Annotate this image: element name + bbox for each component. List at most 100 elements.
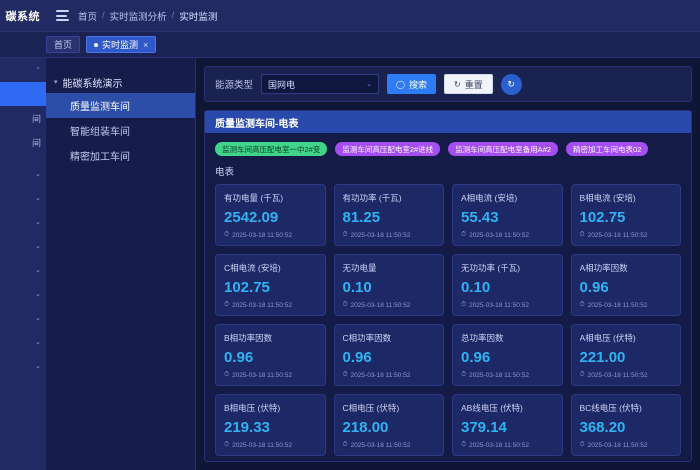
caret-down-icon: ▾ xyxy=(54,79,58,86)
metric-card[interactable]: A相电流 (安培) 55.43 ⏱ 2025-03-18 11:50:52 xyxy=(452,184,563,246)
metric-label: C相功率因数 xyxy=(342,333,392,343)
metric-time-text: 2025-03-18 11:50:52 xyxy=(350,231,411,239)
metric-card[interactable]: A相功率因数 0.96 ⏱ 2025-03-18 11:50:52 xyxy=(570,254,681,316)
device-chip-0[interactable]: 监测车间高压配电室一中2#变 xyxy=(215,142,328,156)
metric-card[interactable]: A相电压 (伏特) 221.00 ⏱ 2025-03-18 11:50:52 xyxy=(570,324,681,386)
workshop-tree-panel: ▾ 能碳系统演示 质量监测车间 智能组装车间 精密加工车间 xyxy=(46,58,196,470)
search-button-label: 搜索 xyxy=(408,79,427,90)
metric-timestamp: ⏱ 2025-03-18 11:50:52 xyxy=(580,441,673,449)
metric-card[interactable]: C相功率因数 0.96 ⏱ 2025-03-18 11:50:52 xyxy=(333,324,444,386)
metric-value: 0.10 xyxy=(342,279,372,296)
device-chip-1[interactable]: 监测车间高压配电室2#进线 xyxy=(335,142,441,156)
rail-item-2[interactable]: 间 xyxy=(0,106,46,130)
metric-card[interactable]: 无功电量 0.10 ⏱ 2025-03-18 11:50:52 xyxy=(333,254,444,316)
metric-time-text: 2025-03-18 11:50:52 xyxy=(469,231,529,239)
metric-card[interactable]: 有功功率 (千瓦) 81.25 ⏱ 2025-03-18 11:50:52 xyxy=(333,184,444,246)
chevron-down-icon: ⌄ xyxy=(35,267,41,274)
rail-item-12[interactable]: ⌄ xyxy=(0,354,46,378)
metric-card[interactable]: B相功率因数 0.96 ⏱ 2025-03-18 11:50:52 xyxy=(215,324,326,386)
tree-root-node[interactable]: ▾ 能碳系统演示 xyxy=(46,71,195,93)
app-brand: 碳系统 xyxy=(5,10,40,23)
energy-type-value: 国网电 xyxy=(268,79,296,90)
tab-close-icon[interactable]: × xyxy=(143,39,149,50)
hamburger-icon[interactable] xyxy=(56,10,69,21)
clock-icon: ⏱ xyxy=(461,231,467,238)
metric-label: A相电压 (伏特) xyxy=(579,333,636,343)
metric-card[interactable]: C相电压 (伏特) 218.00 ⏱ 2025-03-18 11:50:52 xyxy=(333,394,444,456)
rail-item-5[interactable]: ⌄ xyxy=(0,186,46,210)
tree-item-label: 智能组装车间 xyxy=(70,127,130,138)
rail-item-3[interactable]: 间 xyxy=(0,130,46,154)
chevron-down-icon: ⌄ xyxy=(35,339,41,346)
clock-icon: ⏱ xyxy=(224,301,230,308)
metric-time-text: 2025-03-18 11:50:52 xyxy=(587,231,648,239)
chevron-down-icon: ⌄ xyxy=(366,81,373,88)
rail-item-label: 间 xyxy=(31,113,41,124)
clock-icon: ⏱ xyxy=(461,301,467,308)
refresh-button[interactable]: ↻ xyxy=(500,73,522,95)
rail-item-6[interactable]: ⌄ xyxy=(0,210,46,234)
tree-item-label: 质量监测车间 xyxy=(70,102,130,113)
tab-active-dot-icon xyxy=(94,42,99,47)
tab-home[interactable]: 首页 xyxy=(46,36,81,53)
device-chip-2[interactable]: 监测车间高压配电室备用A#2 xyxy=(448,142,559,156)
breadcrumb: 首页 / 实时监测分析 / 实时监测 xyxy=(78,9,217,23)
metric-label: B相电压 (伏特) xyxy=(224,403,281,413)
metric-time-text: 2025-03-18 11:50:52 xyxy=(232,231,292,239)
metric-timestamp: ⏱ 2025-03-18 11:50:52 xyxy=(343,371,436,379)
metric-card[interactable]: B相电流 (安培) 102.75 ⏱ 2025-03-18 11:50:52 xyxy=(570,184,681,246)
metric-timestamp: ⏱ 2025-03-18 11:50:52 xyxy=(580,301,673,309)
metric-value: 102.75 xyxy=(224,279,270,296)
metric-card[interactable]: 无功功率 (千瓦) 0.10 ⏱ 2025-03-18 11:50:52 xyxy=(452,254,563,316)
metric-time-text: 2025-03-18 11:50:52 xyxy=(350,301,411,309)
reset-button[interactable]: ↻ 重置 xyxy=(443,74,493,94)
breadcrumb-item-analysis[interactable]: 实时监测分析 xyxy=(109,11,167,23)
metric-time-text: 2025-03-18 11:50:52 xyxy=(350,371,411,379)
clock-icon: ⏱ xyxy=(224,441,230,448)
rail-item-8[interactable]: ⌄ xyxy=(0,258,46,282)
energy-type-select[interactable]: 国网电 ⌄ xyxy=(261,74,380,94)
refresh-icon: ↻ xyxy=(507,78,515,89)
metric-time-text: 2025-03-18 11:50:52 xyxy=(232,441,292,449)
device-chip-3[interactable]: 精密加工车间电表02 xyxy=(566,142,649,156)
tree-item-precision-workshop[interactable]: 精密加工车间 xyxy=(46,143,195,168)
metric-card[interactable]: C相电流 (安培) 102.75 ⏱ 2025-03-18 11:50:52 xyxy=(215,254,326,316)
search-button[interactable]: ◯ 搜索 xyxy=(387,74,436,94)
breadcrumb-separator: / xyxy=(171,10,175,21)
metric-card[interactable]: BC线电压 (伏特) 368.20 ⏱ 2025-03-18 11:50:52 xyxy=(570,394,681,456)
rail-item-11[interactable]: ⌄ xyxy=(0,330,46,354)
clock-icon: ⏱ xyxy=(342,371,348,378)
metric-value: 0.96 xyxy=(224,349,254,366)
metric-timestamp: ⏱ 2025-03-18 11:50:52 xyxy=(224,231,317,239)
metric-label: C相电压 (伏特) xyxy=(342,403,400,413)
tab-realtime-monitor[interactable]: 实时监测 × xyxy=(86,36,157,53)
metric-card[interactable]: AB线电压 (伏特) 379.14 ⏱ 2025-03-18 11:50:52 xyxy=(452,394,563,456)
metric-value: 218.00 xyxy=(342,419,389,436)
metric-time-text: 2025-03-18 11:50:52 xyxy=(469,301,529,309)
metric-value: 379.14 xyxy=(461,419,507,436)
breadcrumb-item-home[interactable]: 首页 xyxy=(78,11,98,23)
metric-card[interactable]: 总功率因数 0.96 ⏱ 2025-03-18 11:50:52 xyxy=(452,324,563,386)
rail-item-0[interactable]: ⌃ xyxy=(0,58,46,82)
tree-item-quality-workshop[interactable]: 质量监测车间 xyxy=(46,93,195,118)
rail-item-9[interactable]: ⌄ xyxy=(0,282,46,306)
metric-time-text: 2025-03-18 11:50:52 xyxy=(587,371,648,379)
device-chip-label: 监测车间高压配电室2#进线 xyxy=(342,144,434,154)
rail-item-selected[interactable] xyxy=(0,82,46,106)
panel-header: 质量监测车间-电表 xyxy=(205,111,691,133)
chevron-down-icon: ⌄ xyxy=(35,291,41,298)
metric-card[interactable]: 有功电量 (千瓦) 2542.09 ⏱ 2025-03-18 11:50:52 xyxy=(215,184,326,246)
tab-bar: 首页 实时监测 × xyxy=(0,32,700,58)
rail-item-10[interactable]: ⌄ xyxy=(0,306,46,330)
rail-item-7[interactable]: ⌄ xyxy=(0,234,46,258)
app-header: 碳系统 首页 / 实时监测分析 / 实时监测 xyxy=(0,0,700,32)
rail-item-4[interactable]: ⌄ xyxy=(0,162,46,186)
metric-timestamp: ⏱ 2025-03-18 11:50:52 xyxy=(580,371,673,379)
tree-item-assembly-workshop[interactable]: 智能组装车间 xyxy=(46,118,195,143)
device-chip-list: 监测车间高压配电室一中2#变 监测车间高压配电室2#进线 监测车间高压配电室备用… xyxy=(205,133,691,162)
metric-card[interactable]: B相电压 (伏特) 219.33 ⏱ 2025-03-18 11:50:52 xyxy=(215,394,326,456)
metric-timestamp: ⏱ 2025-03-18 11:50:52 xyxy=(343,301,436,309)
metric-label: 有功电量 (千瓦) xyxy=(224,193,284,203)
clock-icon: ⏱ xyxy=(461,371,467,378)
chevron-down-icon: ⌄ xyxy=(35,171,41,178)
